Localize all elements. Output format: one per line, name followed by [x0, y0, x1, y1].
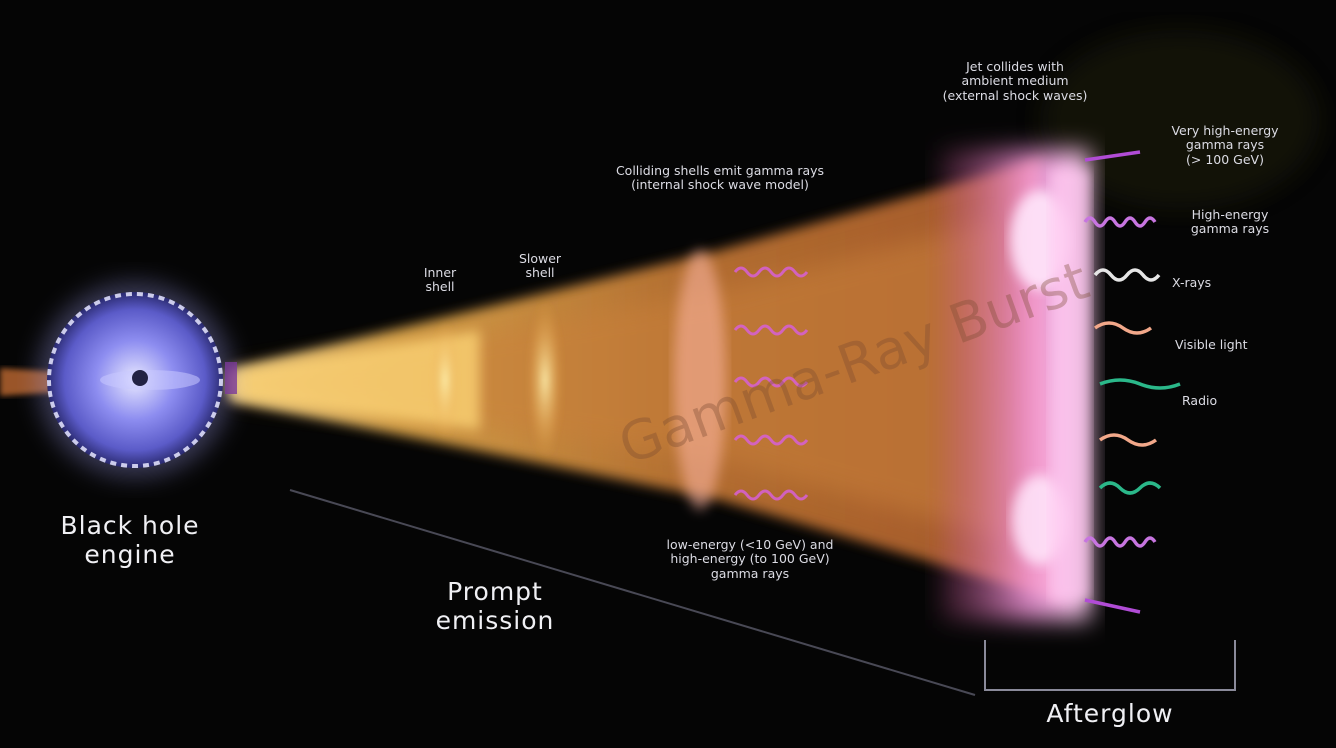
- wave-high-energy: [1083, 216, 1157, 228]
- internal-gamma-rays: [733, 266, 809, 501]
- wave-radio: [1099, 378, 1181, 390]
- wave-very-high-energy-2: [1084, 598, 1141, 614]
- prompt-pointer-line: [289, 489, 976, 696]
- wave-xrays: [1093, 268, 1161, 282]
- wave-visible-2: [1098, 433, 1158, 447]
- ambient-medium-label: Jet collides with ambient medium (extern…: [942, 59, 1088, 103]
- slower-shell-label: Slower shell: [518, 251, 562, 281]
- relativistic-jet: [0, 160, 1060, 600]
- slower-shell: [527, 300, 563, 460]
- band-label-radio: Radio: [1182, 393, 1218, 408]
- band-label-high-energy: High-energy gamma rays: [1190, 207, 1270, 237]
- band-label-very-high-energy: Very high-energy gamma rays (> 100 GeV): [1171, 123, 1279, 167]
- afterglow-waves: [1083, 150, 1181, 614]
- shell-collision-label: Colliding shells emit gamma rays (intern…: [615, 163, 825, 193]
- wave-high-energy-2: [1083, 536, 1157, 548]
- black-hole-engine: [37, 282, 237, 478]
- prompt-emission-label: Prompt emission: [435, 577, 555, 635]
- band-label-visible: Visible light: [1175, 337, 1248, 352]
- inner-shell: [431, 320, 459, 440]
- prompt-energies-label: low-energy (<10 GeV) and high-energy (to…: [666, 537, 834, 581]
- engine-label: Black hole engine: [60, 511, 200, 569]
- band-label-xrays: X-rays: [1172, 275, 1212, 290]
- wave-very-high-energy: [1084, 150, 1141, 162]
- external-shock-front: [940, 150, 1090, 620]
- background-haze: [1040, 30, 1320, 210]
- wave-radio-2: [1098, 481, 1162, 495]
- afterglow-bracket: [984, 640, 1236, 691]
- afterglow-label: Afterglow: [1046, 699, 1174, 728]
- inner-shell-label: Inner shell: [423, 265, 457, 295]
- wave-visible: [1093, 321, 1153, 335]
- collision-shell: [674, 250, 726, 510]
